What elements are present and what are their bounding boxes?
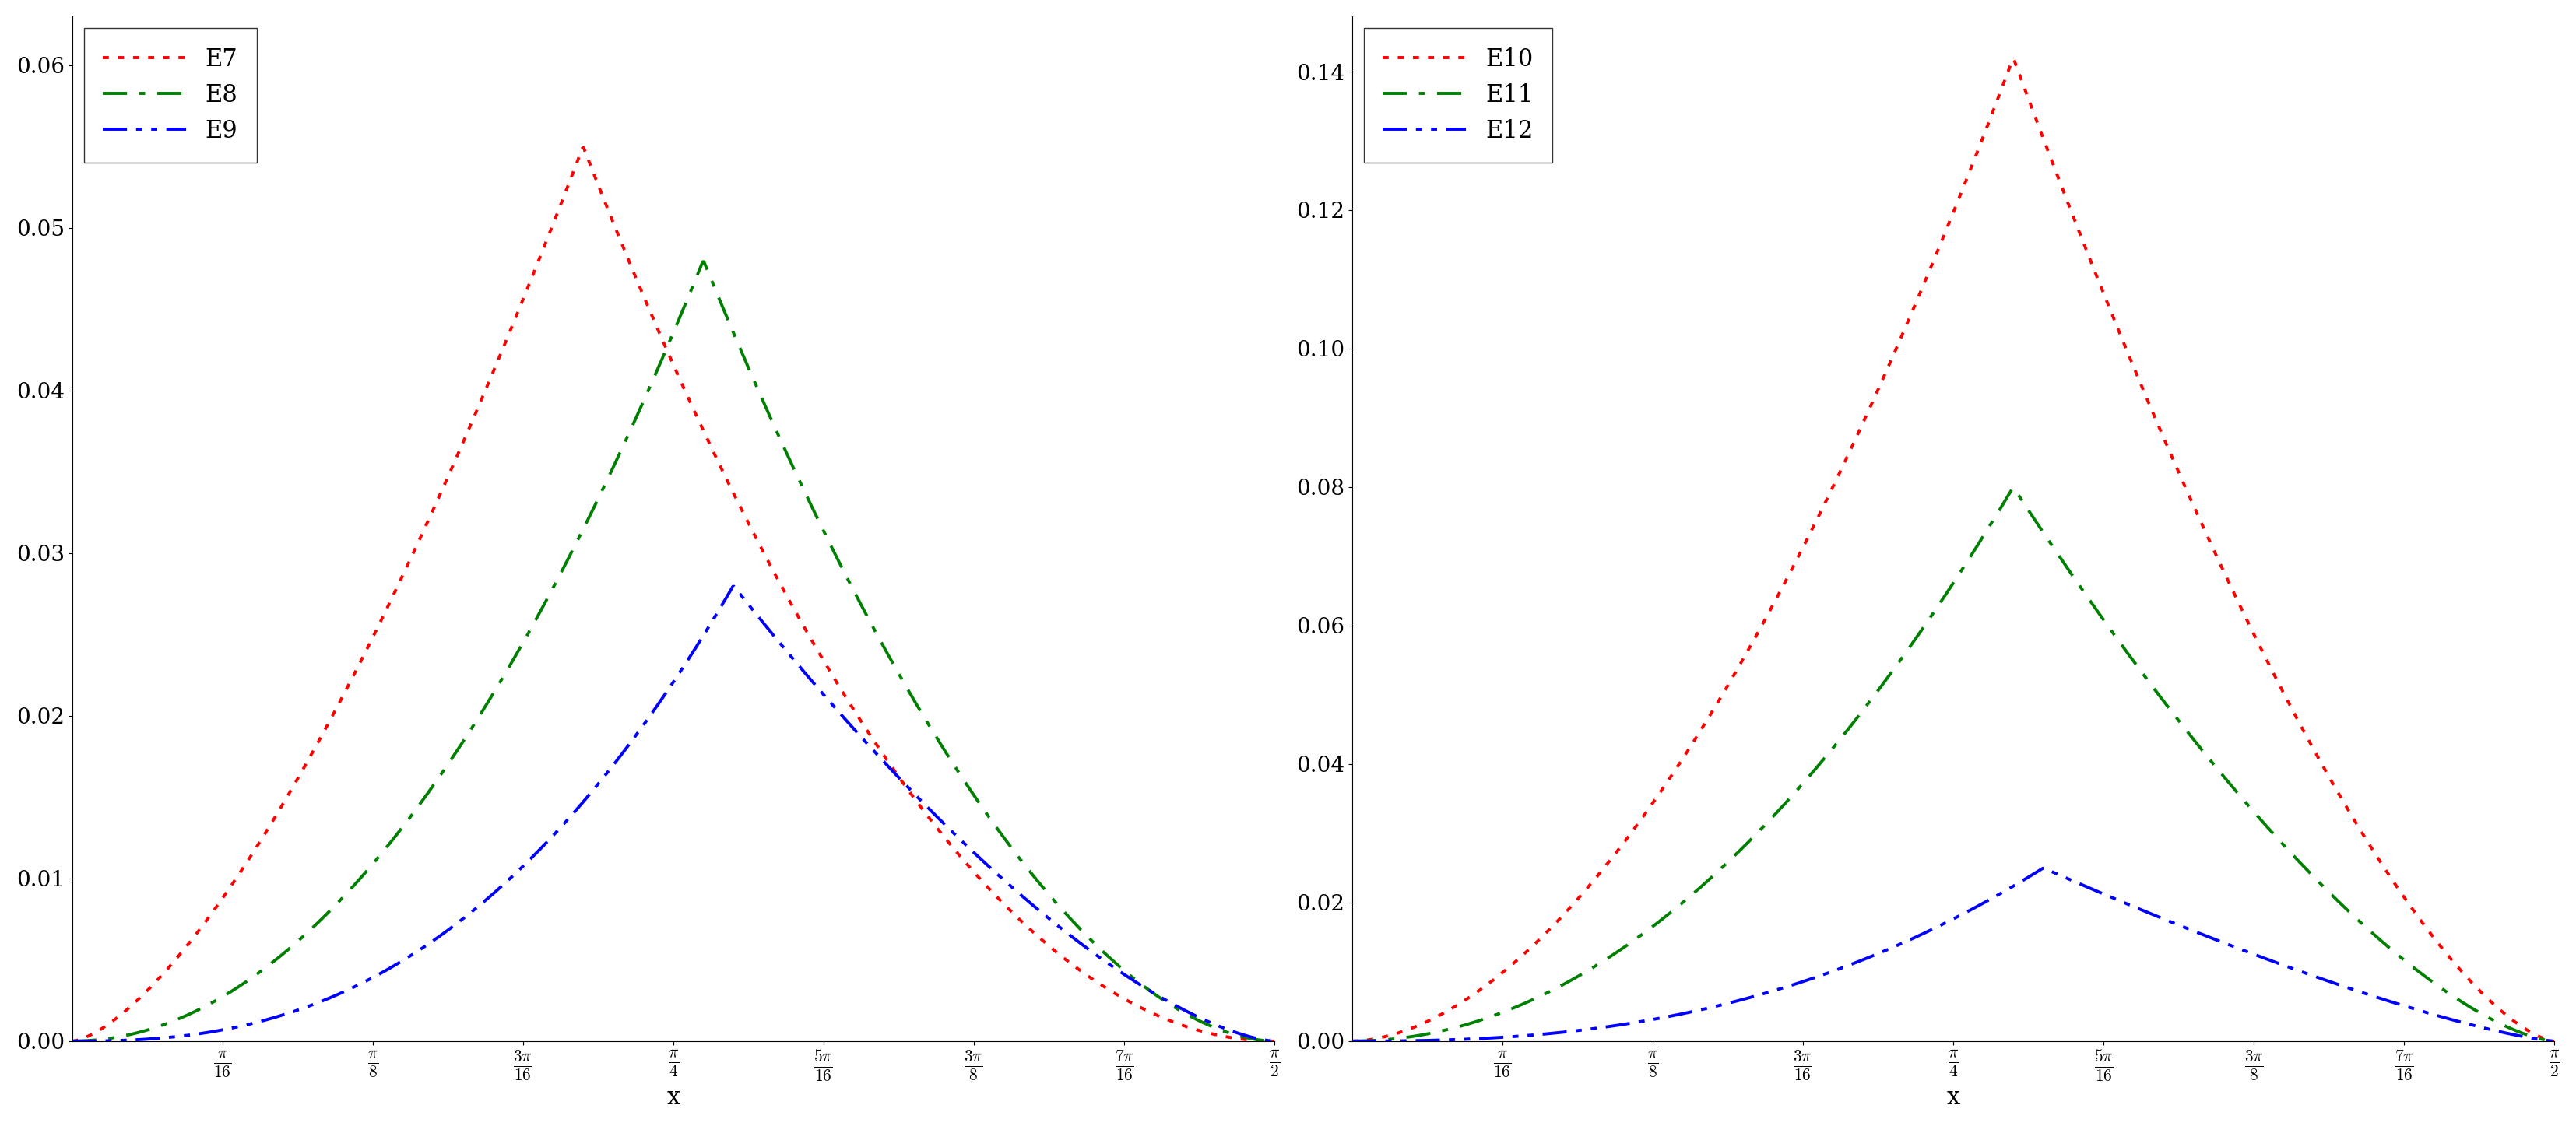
X-axis label: x: x (1947, 1085, 1960, 1110)
E8 (587, 484, 618, 498)
E8 (688, 254, 719, 268)
E11 (1461, 1016, 1492, 1029)
E7 (569, 141, 600, 154)
E12 (1824, 963, 1855, 976)
E12 (2027, 861, 2058, 875)
E12 (2275, 962, 2306, 975)
E8 (544, 571, 574, 584)
Line: E11: E11 (1352, 488, 2555, 1042)
E11 (1865, 679, 1896, 692)
E7 (587, 190, 618, 204)
E12 (2298, 968, 2329, 982)
Legend: E7, E8, E9: E7, E8, E9 (85, 28, 258, 162)
E10 (2164, 466, 2195, 480)
Line: E8: E8 (72, 261, 1275, 1042)
E11 (2275, 846, 2306, 859)
E12 (1865, 946, 1896, 959)
E10 (1824, 468, 1855, 482)
Line: E12: E12 (1352, 868, 2555, 1042)
X-axis label: x: x (667, 1085, 680, 1110)
E8 (994, 840, 1025, 854)
E11 (1824, 735, 1855, 749)
E7 (1018, 924, 1048, 938)
E9 (587, 772, 618, 786)
E9 (57, 1035, 88, 1048)
E7 (994, 904, 1025, 918)
E9 (884, 771, 914, 785)
E9 (544, 823, 574, 837)
E10 (2540, 1035, 2571, 1048)
E7 (57, 1035, 88, 1048)
E7 (180, 929, 211, 942)
E10 (1996, 53, 2027, 66)
E11 (2164, 714, 2195, 727)
E8 (884, 668, 914, 681)
E10 (1865, 375, 1896, 388)
E7 (544, 204, 574, 217)
E10 (2298, 740, 2329, 753)
E12 (1337, 1035, 1368, 1048)
E9 (180, 1028, 211, 1042)
Legend: E10, E11, E12: E10, E11, E12 (1363, 28, 1553, 162)
E9 (1018, 899, 1048, 912)
E11 (1337, 1035, 1368, 1048)
E11 (2298, 868, 2329, 882)
Line: E9: E9 (72, 587, 1275, 1042)
E10 (1337, 1035, 1368, 1048)
E11 (1996, 481, 2027, 494)
E9 (1260, 1035, 1291, 1048)
E8 (1260, 1035, 1291, 1048)
E12 (1461, 1033, 1492, 1046)
E9 (994, 879, 1025, 893)
E8 (1018, 868, 1048, 882)
E7 (1260, 1035, 1291, 1048)
E12 (2540, 1035, 2571, 1048)
E7 (884, 770, 914, 784)
E8 (57, 1035, 88, 1048)
E9 (719, 580, 750, 593)
E10 (2275, 700, 2306, 714)
Line: E7: E7 (72, 148, 1275, 1042)
E12 (2164, 919, 2195, 932)
Line: E10: E10 (1352, 60, 2555, 1042)
E10 (1461, 986, 1492, 1000)
E11 (2540, 1035, 2571, 1048)
E8 (180, 1004, 211, 1018)
